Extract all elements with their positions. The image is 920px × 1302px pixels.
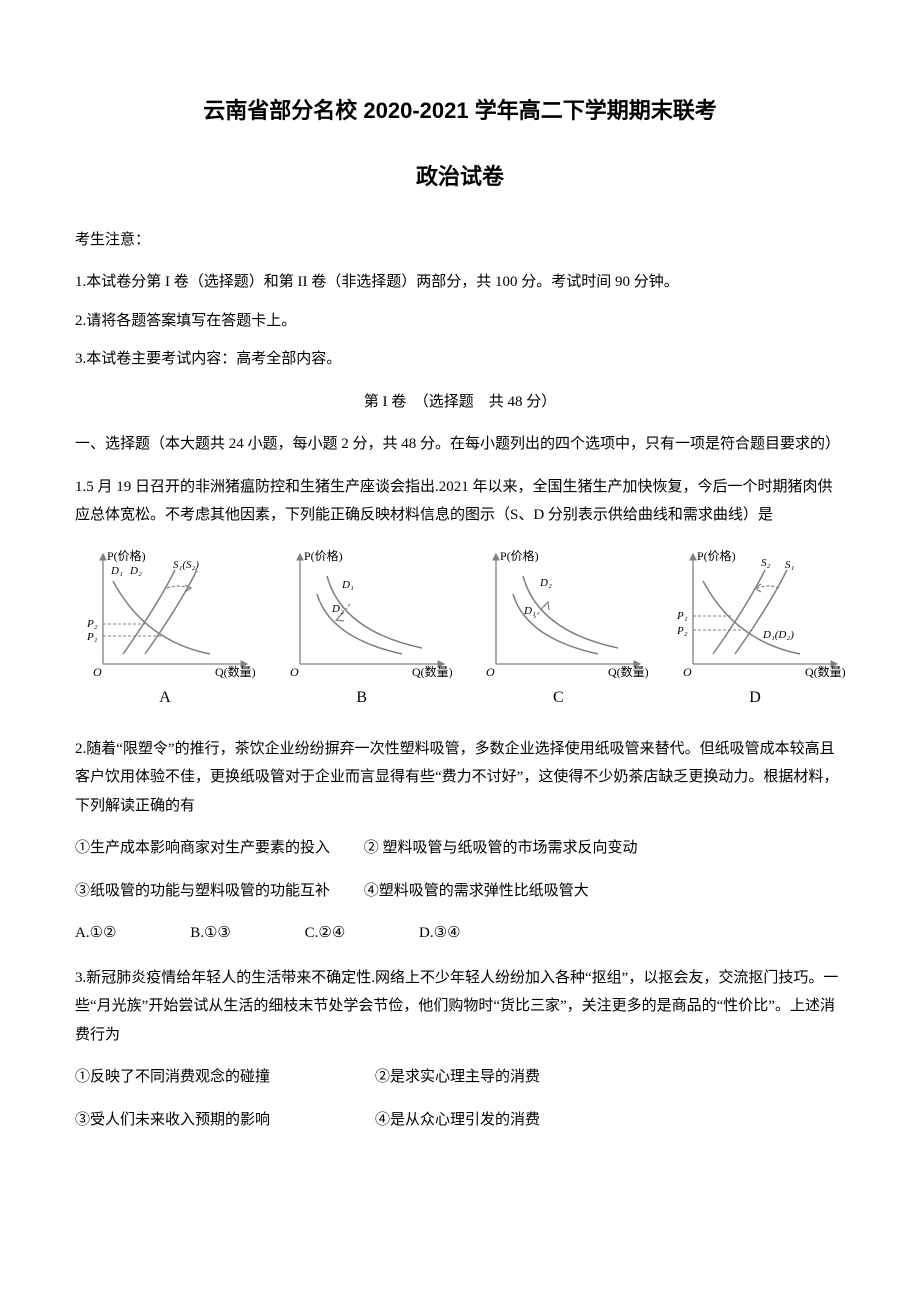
svg-text:D₂: D₂ bbox=[129, 565, 142, 577]
svg-text:D₁: D₁ bbox=[341, 579, 354, 591]
q1-charts-row: P(价格) Q(数量) O D₁ D₂ S₁(S₂) P₂ P₁ A bbox=[75, 546, 845, 713]
svg-text:D₁(D₂): D₁(D₂) bbox=[762, 629, 794, 641]
chart-c: P(价格) Q(数量) O D₂ D₁ C bbox=[468, 546, 648, 713]
chart-b: P(价格) Q(数量) O D₁ D₂ B bbox=[272, 546, 452, 713]
chart-a-svg: P(价格) Q(数量) O D₁ D₂ S₁(S₂) P₂ P₁ bbox=[75, 546, 255, 681]
q3-row1: ①反映了不同消费观念的碰撞 ②是求实心理主导的消费 bbox=[75, 1063, 845, 1092]
svg-text:Q(数量): Q(数量) bbox=[805, 664, 845, 679]
note-2: 2.请将各题答案填写在答题卡上。 bbox=[75, 307, 845, 336]
section1-intro: 一、选择题（本大题共 24 小题，每小题 2 分，共 48 分。在每小题列出的四… bbox=[75, 430, 845, 459]
q2-opt3: ③纸吸管的功能与塑料吸管的功能互补 bbox=[75, 883, 330, 899]
chart-b-label: B bbox=[272, 683, 452, 713]
svg-text:P(价格): P(价格) bbox=[304, 548, 343, 563]
svg-text:S₁(S₂): S₁(S₂) bbox=[173, 559, 199, 571]
q3-opt4: ④是从众心理引发的消费 bbox=[375, 1106, 845, 1135]
q2-opts-line1: ①生产成本影响商家对生产要素的投入 ② 塑料吸管与纸吸管的市场需求反向变动 bbox=[75, 834, 845, 863]
section1-header: 第 I 卷 （选择题 共 48 分） bbox=[75, 388, 845, 417]
svg-text:D₁: D₁ bbox=[523, 605, 536, 617]
axis-q-label: Q(数量) bbox=[215, 664, 255, 679]
q2-choices: A.①② B.①③ C.②④ D.③④ bbox=[75, 919, 845, 948]
svg-text:P(价格): P(价格) bbox=[500, 548, 539, 563]
q2-choice-b: B.①③ bbox=[190, 919, 231, 948]
svg-text:D₂: D₂ bbox=[331, 603, 344, 615]
svg-text:P(价格): P(价格) bbox=[697, 548, 736, 563]
svg-text:P₂: P₂ bbox=[676, 625, 688, 637]
q2-opts-line2: ③纸吸管的功能与塑料吸管的功能互补 ④塑料吸管的需求弹性比纸吸管大 bbox=[75, 877, 845, 906]
chart-d-label: D bbox=[665, 683, 845, 713]
svg-text:S₂: S₂ bbox=[761, 557, 771, 569]
axis-p-label: P(价格) bbox=[107, 548, 146, 563]
q2-choice-c: C.②④ bbox=[305, 919, 346, 948]
svg-text:Q(数量): Q(数量) bbox=[608, 664, 648, 679]
q2-opt1: ①生产成本影响商家对生产要素的投入 bbox=[75, 840, 330, 856]
svg-text:O: O bbox=[486, 665, 495, 679]
svg-text:D₁: D₁ bbox=[110, 565, 123, 577]
chart-a-label: A bbox=[75, 683, 255, 713]
note-1: 1.本试卷分第 I 卷（选择题）和第 II 卷（非选择题）两部分，共 100 分… bbox=[75, 268, 845, 297]
q2-choice-d: D.③④ bbox=[419, 919, 460, 948]
svg-text:O: O bbox=[683, 665, 692, 679]
svg-text:P₂: P₂ bbox=[86, 618, 98, 630]
chart-c-svg: P(价格) Q(数量) O D₂ D₁ bbox=[468, 546, 648, 681]
q2-opt2: ② 塑料吸管与纸吸管的市场需求反向变动 bbox=[364, 840, 638, 856]
svg-text:S₁: S₁ bbox=[785, 559, 795, 571]
examinee-note-label: 考生注意： bbox=[75, 226, 845, 255]
q3-opt1: ①反映了不同消费观念的碰撞 bbox=[75, 1063, 375, 1092]
chart-d-svg: P(价格) Q(数量) O S₁ S₂ D₁(D₂) P₁ P₂ bbox=[665, 546, 845, 681]
svg-text:O: O bbox=[93, 665, 102, 679]
note-3: 3.本试卷主要考试内容：高考全部内容。 bbox=[75, 345, 845, 374]
page-title-sub: 政治试卷 bbox=[75, 156, 845, 198]
q3-row2: ③受人们未来收入预期的影响 ④是从众心理引发的消费 bbox=[75, 1106, 845, 1135]
q1-stem: 1.5 月 19 日召开的非洲猪瘟防控和生猪生产座谈会指出.2021 年以来，全… bbox=[75, 473, 845, 530]
svg-text:P₁: P₁ bbox=[676, 610, 688, 622]
q3-opt3: ③受人们未来收入预期的影响 bbox=[75, 1106, 375, 1135]
q3-stem: 3.新冠肺炎疫情给年轻人的生活带来不确定性.网络上不少年轻人纷纷加入各种“抠组”… bbox=[75, 964, 845, 1050]
chart-b-svg: P(价格) Q(数量) O D₁ D₂ bbox=[272, 546, 452, 681]
chart-c-label: C bbox=[468, 683, 648, 713]
q2-choice-a: A.①② bbox=[75, 919, 116, 948]
svg-text:D₂: D₂ bbox=[539, 577, 552, 589]
q2-stem: 2.随着“限塑令”的推行，茶饮企业纷纷摒弃一次性塑料吸管，多数企业选择使用纸吸管… bbox=[75, 735, 845, 821]
page-title-main: 云南省部分名校 2020-2021 学年高二下学期期末联考 bbox=[75, 90, 845, 132]
svg-text:P₁: P₁ bbox=[86, 631, 98, 643]
svg-text:O: O bbox=[290, 665, 299, 679]
chart-d: P(价格) Q(数量) O S₁ S₂ D₁(D₂) P₁ P₂ D bbox=[665, 546, 845, 713]
q2-opt4: ④塑料吸管的需求弹性比纸吸管大 bbox=[364, 883, 589, 899]
q3-opt2: ②是求实心理主导的消费 bbox=[375, 1063, 845, 1092]
svg-text:Q(数量): Q(数量) bbox=[412, 664, 452, 679]
chart-a: P(价格) Q(数量) O D₁ D₂ S₁(S₂) P₂ P₁ A bbox=[75, 546, 255, 713]
